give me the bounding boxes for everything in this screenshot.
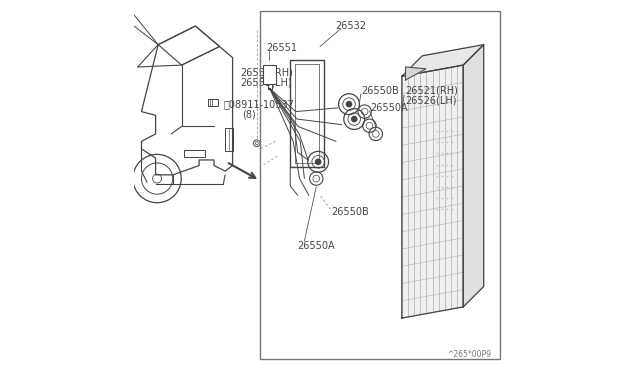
Bar: [263, 65, 276, 84]
Text: (8): (8): [242, 110, 255, 119]
Polygon shape: [402, 65, 463, 318]
Text: 26532: 26532: [335, 21, 366, 31]
Text: 26555(LH): 26555(LH): [240, 78, 292, 87]
Bar: [260, 11, 500, 359]
Polygon shape: [402, 45, 484, 76]
Polygon shape: [463, 45, 484, 307]
Text: 26550(RH): 26550(RH): [240, 68, 293, 77]
Text: ⓝ08911-10537: ⓝ08911-10537: [223, 99, 294, 109]
Text: 26521(RH): 26521(RH): [405, 85, 458, 95]
Text: 26526(LH): 26526(LH): [405, 96, 456, 105]
Circle shape: [351, 116, 357, 122]
Bar: [184, 150, 205, 157]
Text: 26550B: 26550B: [362, 86, 399, 96]
Bar: [225, 128, 232, 151]
Text: 26550B: 26550B: [331, 207, 369, 217]
Text: ^265*00P9: ^265*00P9: [447, 350, 491, 359]
Text: 26550A: 26550A: [370, 103, 408, 113]
Text: 26551: 26551: [266, 44, 297, 53]
Text: 26550A: 26550A: [298, 241, 335, 250]
Circle shape: [316, 159, 321, 164]
Polygon shape: [406, 67, 426, 80]
Circle shape: [346, 102, 351, 107]
Bar: [209, 99, 218, 106]
